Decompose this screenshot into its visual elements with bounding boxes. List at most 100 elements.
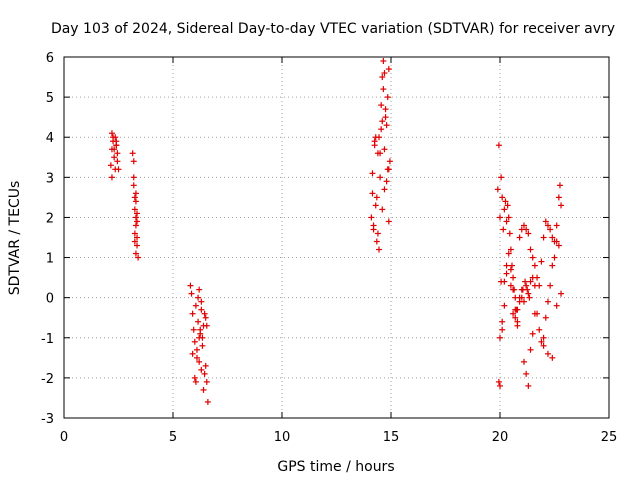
data-point xyxy=(503,270,510,277)
data-point xyxy=(110,134,117,141)
data-point xyxy=(132,250,139,257)
data-point xyxy=(383,178,390,185)
y-tick-label: 3 xyxy=(46,171,54,186)
data-point xyxy=(380,58,387,65)
data-point xyxy=(553,302,560,309)
y-tick-label: 4 xyxy=(46,131,54,146)
y-tick-label: -3 xyxy=(41,412,54,427)
data-point xyxy=(495,142,502,149)
data-point xyxy=(385,66,392,73)
y-tick-labels: -3 -2 -1 0 1 2 3 4 5 6 xyxy=(41,51,54,427)
data-point xyxy=(540,234,547,241)
data-point xyxy=(382,114,389,121)
data-point xyxy=(195,318,202,325)
data-point xyxy=(135,254,142,261)
data-point xyxy=(379,74,386,81)
y-axis-label: SDTVAR / TECUs xyxy=(7,181,23,296)
data-point xyxy=(542,218,549,225)
data-point xyxy=(520,222,527,229)
data-point xyxy=(516,298,523,305)
data-point xyxy=(555,242,562,249)
axis-ticks xyxy=(63,56,610,419)
data-point xyxy=(187,282,194,289)
grid xyxy=(64,57,609,418)
y-tick-label: 5 xyxy=(46,91,54,106)
data-point xyxy=(525,230,532,237)
data-point xyxy=(376,134,383,141)
data-point xyxy=(134,242,141,249)
y-tick-label: -2 xyxy=(41,372,54,387)
data-point xyxy=(368,214,375,221)
data-point xyxy=(529,274,536,281)
data-point xyxy=(383,122,390,129)
data-point xyxy=(191,338,198,345)
data-point xyxy=(132,198,139,205)
data-point xyxy=(134,218,141,225)
data-point xyxy=(510,286,517,293)
x-tick-label: 25 xyxy=(601,430,618,445)
data-point xyxy=(190,326,197,333)
data-point xyxy=(527,278,534,285)
data-point xyxy=(497,214,503,221)
data-point xyxy=(507,246,514,253)
data-point xyxy=(549,354,556,361)
data-point xyxy=(378,102,385,109)
data-point xyxy=(192,302,199,309)
data-point xyxy=(381,70,388,77)
data-point xyxy=(385,166,392,173)
data-point xyxy=(499,194,506,201)
data-point xyxy=(553,222,560,229)
data-point xyxy=(514,306,521,313)
data-point xyxy=(198,366,205,373)
data-point xyxy=(549,262,556,269)
data-point xyxy=(192,378,199,385)
data-point xyxy=(376,246,383,253)
y-tick-label: 6 xyxy=(46,51,54,66)
data-point xyxy=(503,218,510,225)
data-point xyxy=(377,174,384,181)
data-points xyxy=(107,58,565,405)
data-point xyxy=(527,246,534,253)
x-tick-label: 0 xyxy=(60,430,68,445)
data-point xyxy=(558,202,565,209)
data-point xyxy=(505,214,512,221)
x-tick-label: 5 xyxy=(169,430,177,445)
data-point xyxy=(498,278,505,285)
data-point xyxy=(531,310,538,317)
data-point xyxy=(523,282,530,289)
data-point xyxy=(369,190,376,197)
data-point xyxy=(505,250,512,257)
data-point xyxy=(527,346,534,353)
data-point xyxy=(531,282,538,289)
data-point xyxy=(547,282,554,289)
data-point xyxy=(499,318,506,325)
data-point xyxy=(189,310,196,317)
data-point xyxy=(201,370,208,377)
data-point xyxy=(529,330,536,337)
data-point xyxy=(520,358,527,365)
data-point xyxy=(201,310,208,317)
data-point xyxy=(113,142,120,149)
data-point xyxy=(114,158,121,165)
data-point xyxy=(191,374,198,381)
data-point xyxy=(202,362,209,369)
data-point xyxy=(501,206,508,213)
data-point xyxy=(189,350,196,357)
data-point xyxy=(510,310,517,317)
data-point xyxy=(108,174,115,181)
data-point xyxy=(524,286,531,293)
data-point xyxy=(203,322,210,329)
data-point xyxy=(551,254,558,261)
data-point xyxy=(111,154,118,161)
plot-frame xyxy=(63,56,610,419)
data-point xyxy=(531,262,538,269)
data-point xyxy=(497,382,503,389)
x-tick-labels: 0 5 10 15 20 25 xyxy=(60,430,617,445)
data-point xyxy=(549,234,556,241)
data-point xyxy=(193,346,200,353)
data-point xyxy=(497,334,503,341)
data-point xyxy=(542,314,549,321)
data-point xyxy=(132,222,139,229)
data-point xyxy=(494,186,501,193)
data-point xyxy=(536,326,543,333)
